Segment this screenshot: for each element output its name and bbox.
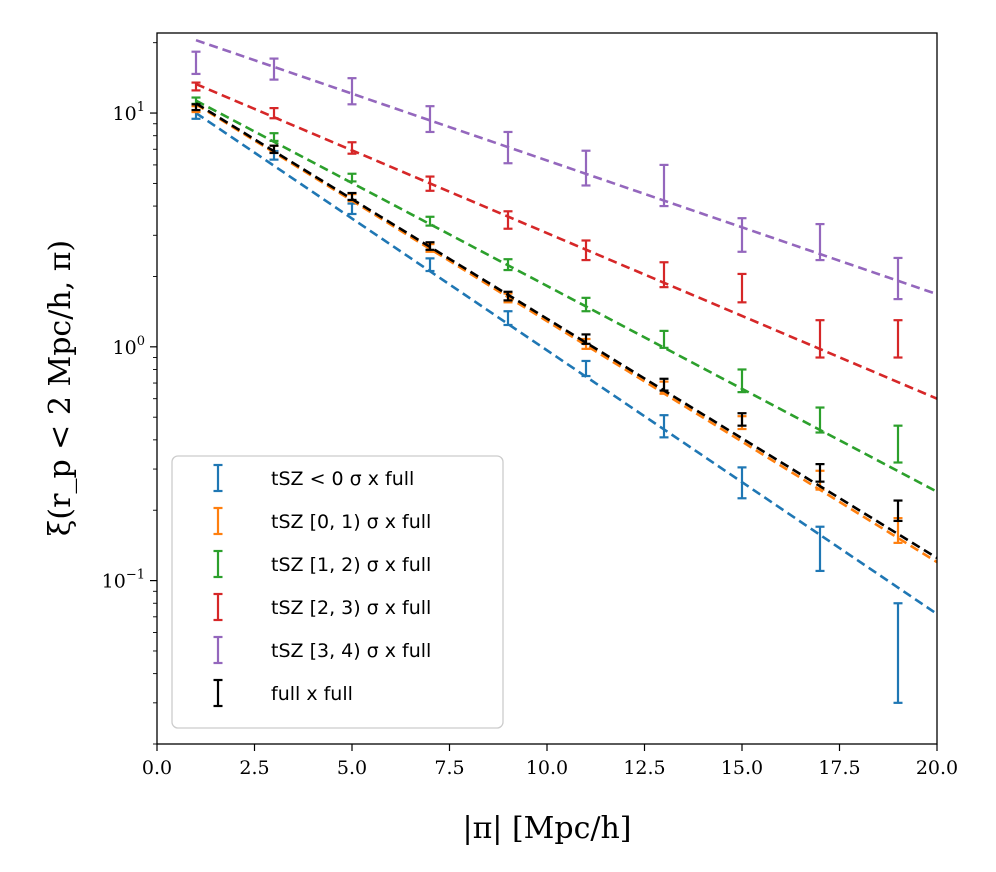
error-bar	[503, 310, 513, 327]
legend-label: tSZ [1, 2) σ x full	[271, 554, 431, 576]
error-bar	[737, 466, 747, 500]
legend-entry: tSZ [2, 3) σ x full	[213, 592, 431, 622]
x-tick-label: 17.5	[818, 757, 860, 779]
error-bar	[893, 424, 903, 464]
x-tick-label: 5.0	[337, 757, 367, 779]
legend: tSZ < 0 σ x full tSZ [0, 1) σ x full tSZ […	[171, 455, 504, 729]
error-bar	[503, 290, 513, 302]
error-bar	[347, 191, 357, 202]
error-bar	[191, 50, 201, 76]
x-tick-label: 10.0	[526, 757, 568, 779]
error-bar	[737, 272, 747, 304]
error-bar	[425, 241, 435, 251]
error-bar	[737, 217, 747, 253]
x-tick-label: 7.5	[434, 757, 464, 779]
error-bar	[347, 172, 357, 183]
error-bar	[191, 81, 201, 92]
error-bar	[815, 406, 825, 434]
error-bar	[659, 329, 669, 349]
y-tick-label: 101	[113, 100, 145, 125]
error-bar	[815, 525, 825, 573]
error-bar	[425, 175, 435, 192]
error-bar	[659, 414, 669, 439]
error-bar	[659, 261, 669, 289]
x-tick-label: 12.5	[623, 757, 665, 779]
legend-entry: tSZ [1, 2) σ x full	[213, 549, 431, 579]
error-bar	[893, 602, 903, 704]
error-bar	[425, 105, 435, 134]
error-bar	[581, 239, 591, 262]
error-bar	[893, 499, 903, 523]
legend-label: tSZ < 0 σ x full	[271, 468, 414, 490]
error-bar	[581, 296, 591, 313]
error-bar	[425, 215, 435, 227]
error-bar	[737, 412, 747, 427]
axes-layer: 0.0 2.5 5.0 7.5 10.0 12.5 15.0 17.5 20.0 10−1 100 1…	[102, 42, 958, 779]
error-bar	[581, 359, 591, 378]
error-bar	[581, 149, 591, 187]
legend-entry: tSZ [0, 1) σ x full	[213, 506, 431, 536]
error-bar	[659, 163, 669, 208]
error-bar	[503, 130, 513, 165]
fit-line	[195, 102, 938, 560]
y-tick-label: 10−1	[102, 568, 145, 593]
error-bar	[269, 132, 279, 143]
series-layer	[191, 38, 938, 704]
legend-label: full x full	[271, 683, 353, 705]
legend-label: tSZ [2, 3) σ x full	[271, 597, 431, 619]
legend-label: tSZ [3, 4) σ x full	[271, 640, 431, 662]
error-bar	[737, 368, 747, 394]
error-bar	[815, 463, 825, 483]
error-bar	[425, 257, 435, 273]
error-bar	[503, 210, 513, 230]
legend-entry: tSZ < 0 σ x full	[213, 463, 414, 493]
legend-label: tSZ [0, 1) σ x full	[271, 511, 431, 533]
error-bar	[269, 106, 279, 120]
x-tick-label: 0.0	[142, 757, 172, 779]
x-axis-label: |π| [Mpc/h]	[462, 811, 631, 846]
legend-entry: tSZ [3, 4) σ x full	[213, 635, 431, 665]
error-bar	[815, 222, 825, 262]
y-axis-label: ξ(r_p < 2 Mpc/h, π)	[43, 240, 78, 536]
error-bar	[347, 77, 357, 106]
x-tick-label: 20.0	[916, 757, 958, 779]
error-bar	[893, 319, 903, 359]
x-tick-label: 2.5	[239, 757, 269, 779]
fit-line	[195, 38, 938, 296]
y-tick-label: 100	[113, 334, 145, 359]
error-bar	[815, 319, 825, 359]
error-bar	[191, 103, 201, 112]
fit-line	[195, 111, 938, 616]
legend-frame	[171, 455, 504, 729]
legend-entry: full x full	[213, 678, 353, 708]
error-bar	[581, 333, 591, 345]
error-bar	[659, 377, 669, 392]
error-bar	[347, 141, 357, 155]
error-bar	[269, 144, 279, 155]
x-tick-label: 15.0	[721, 757, 763, 779]
fit-line	[195, 82, 938, 400]
error-bar	[503, 258, 513, 272]
error-bar	[893, 256, 903, 301]
error-bar	[269, 57, 279, 81]
